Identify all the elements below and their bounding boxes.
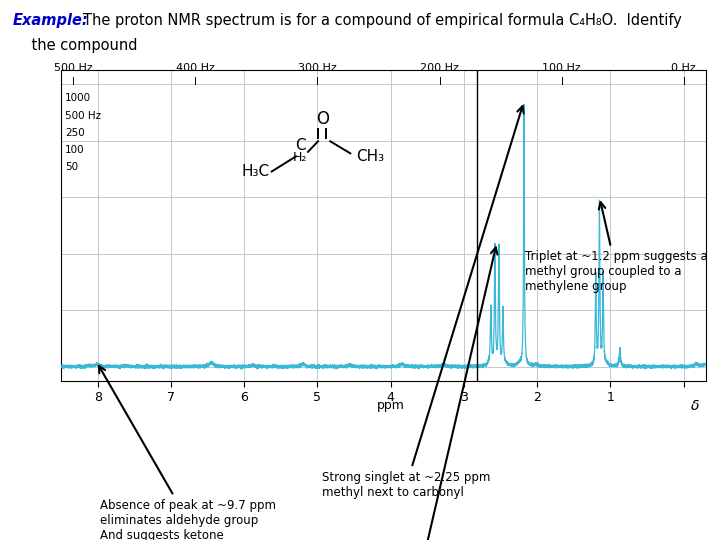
Text: The proton NMR spectrum is for a compound of empirical formula C₄H₈O.  Identify: The proton NMR spectrum is for a compoun… xyxy=(83,14,682,29)
Text: 250: 250 xyxy=(65,128,85,138)
Text: 400 Hz: 400 Hz xyxy=(176,63,215,73)
Text: Absence of peak at ~9.7 ppm
eliminates aldehyde group
And suggests ketone: Absence of peak at ~9.7 ppm eliminates a… xyxy=(99,366,276,540)
Text: ppm: ppm xyxy=(377,399,405,412)
Text: 100 Hz: 100 Hz xyxy=(542,63,581,73)
Text: 100: 100 xyxy=(65,145,84,155)
Text: Strong singlet at ~2.25 ppm
methyl next to carbonyl: Strong singlet at ~2.25 ppm methyl next … xyxy=(322,106,523,499)
Text: Triplet at ~1.2 ppm suggests a
methyl group coupled to a
methylene group: Triplet at ~1.2 ppm suggests a methyl gr… xyxy=(525,202,708,293)
Text: 1000: 1000 xyxy=(65,93,91,103)
Text: 50: 50 xyxy=(65,162,78,172)
Text: O: O xyxy=(315,110,328,127)
Text: 0 Hz: 0 Hz xyxy=(671,63,696,73)
Text: H₂: H₂ xyxy=(293,151,307,164)
Text: C: C xyxy=(294,138,305,153)
Text: 300 Hz: 300 Hz xyxy=(298,63,337,73)
Text: CH₃: CH₃ xyxy=(356,149,384,164)
Text: Example:: Example: xyxy=(13,14,89,29)
Text: H₃C: H₃C xyxy=(242,164,270,179)
Text: 500 Hz: 500 Hz xyxy=(65,111,101,121)
Text: the compound: the compound xyxy=(13,38,138,53)
Text: δ: δ xyxy=(690,399,699,413)
Text: 200 Hz: 200 Hz xyxy=(420,63,459,73)
Text: Quartet at ~2.5 ppm suggests
a methylene next to a carbonyl
coupled to a methyl: Quartet at ~2.5 ppm suggests a methylene… xyxy=(322,247,508,540)
Text: 500 Hz: 500 Hz xyxy=(54,63,93,73)
